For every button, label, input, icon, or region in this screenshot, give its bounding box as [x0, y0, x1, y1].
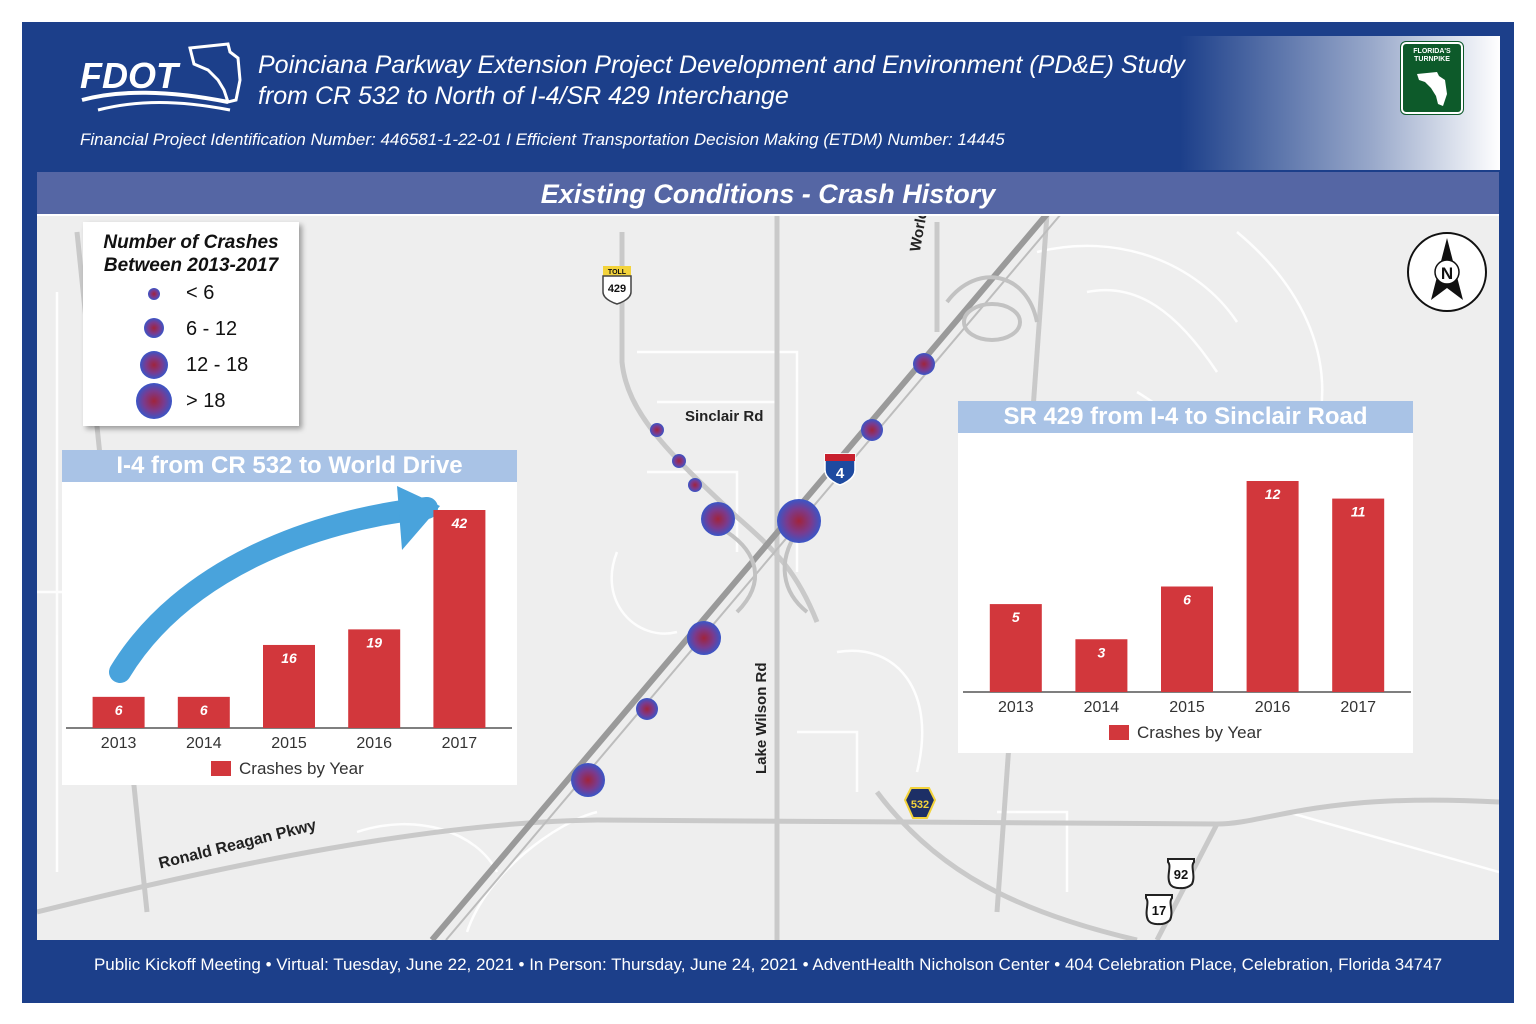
sr429-chart-title: SR 429 from I-4 to Sinclair Road: [958, 401, 1413, 433]
legend-dot-lt6: [148, 288, 160, 300]
data-label-2016: 19: [366, 634, 382, 650]
data-label-2016: 12: [1265, 486, 1281, 502]
sr-429-toll-shield: TOLL 429: [602, 266, 632, 305]
tick-label-2013: 2013: [998, 699, 1034, 716]
tick-label-2017: 2017: [442, 735, 478, 752]
svg-text:532: 532: [911, 799, 929, 811]
tick-label-2015: 2015: [1169, 699, 1205, 716]
data-label-2014: 6: [200, 702, 208, 718]
road-label-lake-wilson: Lake Wilson Rd: [753, 662, 770, 774]
chart-legend-label: Crashes by Year: [239, 759, 364, 778]
sr429-bar-chart: 5 2013 3 2014 6 2015 12 2016 11 2017 Crashes by Ye…: [963, 481, 1411, 742]
title-line-2: from CR 532 to North of I-4/SR 429 Inter…: [258, 82, 789, 110]
bar-2015: [263, 644, 315, 728]
page-title: Poinciana Parkway Extension Project Deve…: [258, 50, 1185, 112]
sr429-crash-chart-panel: SR 429 from I-4 to Sinclair Road 5 2013 3 2…: [958, 401, 1413, 753]
bar-2017: [433, 510, 486, 728]
us-17-shield: 17: [1145, 894, 1173, 926]
crash-dot-large: [701, 502, 735, 536]
interstate-4-shield: 4: [824, 453, 856, 486]
legend-label-lt6: < 6: [186, 282, 215, 304]
legend-label-gt18: > 18: [186, 390, 226, 412]
crash-dot-medium: [861, 419, 883, 441]
north-arrow-icon: N: [1407, 232, 1487, 312]
bar-2016: [348, 629, 401, 728]
tick-label-2013: 2013: [101, 735, 137, 752]
crash-dot-small: [650, 423, 664, 437]
cr-532-shield: 532: [903, 787, 937, 819]
section-title: Existing Conditions - Crash History: [37, 172, 1499, 216]
tick-label-2017: 2017: [1340, 699, 1376, 716]
legend-title: Number of Crashes Between 2013-2017: [103, 232, 279, 276]
bar-2013: [92, 696, 145, 728]
fdot-logo: FDOT: [80, 42, 242, 112]
florida-turnpike-logo: FLORIDA'S TURNPIKE: [1400, 41, 1464, 115]
crash-dot-small: [672, 454, 686, 468]
bar-2015: [1161, 586, 1213, 692]
turnpike-label: FLORIDA'S TURNPIKE: [1413, 48, 1451, 63]
data-label-2017: 42: [451, 515, 468, 531]
crash-dot-small: [688, 478, 702, 492]
trend-arrow-icon: [109, 497, 438, 683]
i4-chart-title: I-4 from CR 532 to World Drive: [62, 450, 517, 482]
i4-crash-chart-panel: I-4 from CR 532 to World Drive 6 2013 6 201…: [62, 450, 517, 785]
svg-text:17: 17: [1152, 903, 1166, 918]
svg-text:4: 4: [836, 465, 845, 482]
trend-arrow-head-icon: [397, 486, 440, 550]
i4-bar-chart: 6 2013 6 2014 16 2015 19 2016 42 2017 Crashes by Y…: [66, 486, 512, 778]
title-line-1: Poinciana Parkway Extension Project Deve…: [258, 51, 1185, 79]
tick-label-2016: 2016: [356, 735, 392, 752]
svg-text:TOLL: TOLL: [608, 269, 627, 276]
bar-2013: [989, 604, 1042, 692]
crash-dot-large: [571, 763, 605, 797]
svg-text:92: 92: [1174, 867, 1188, 882]
legend-swatch: [1109, 725, 1129, 740]
crash-dot-medium: [636, 698, 658, 720]
map-legend: Number of Crashes Between 2013-2017 < 6 …: [83, 222, 299, 426]
crash-dot-large: [687, 621, 721, 655]
data-label-2017: 11: [1351, 504, 1366, 520]
data-label-2013: 6: [115, 702, 123, 718]
bar-2016: [1246, 481, 1299, 692]
legend-dot-gt18: [136, 383, 172, 419]
legend-dot-12-18: [140, 351, 168, 379]
tick-label-2014: 2014: [1084, 699, 1120, 716]
legend-swatch: [211, 761, 231, 776]
tick-label-2016: 2016: [1255, 699, 1291, 716]
data-label-2013: 5: [1012, 609, 1020, 625]
data-label-2015: 16: [281, 650, 297, 666]
footer-meeting-info: Public Kickoff Meeting • Virtual: Tuesda…: [93, 955, 1443, 974]
svg-text:429: 429: [608, 283, 626, 295]
crash-dot-medium: [913, 353, 935, 375]
data-label-2015: 6: [1183, 592, 1191, 608]
legend-label-12-18: 12 - 18: [186, 354, 249, 376]
fdot-logo-text: FDOT: [80, 55, 181, 96]
legend-dot-6-12: [144, 318, 164, 338]
chart-legend-label: Crashes by Year: [1137, 723, 1262, 742]
data-label-2014: 3: [1098, 644, 1106, 660]
bar-2017: [1332, 498, 1385, 692]
tick-label-2015: 2015: [271, 735, 307, 752]
road-label-sinclair: Sinclair Rd: [685, 408, 764, 425]
legend-label-6-12: 6 - 12: [186, 318, 238, 340]
bar-2014: [177, 696, 230, 728]
florida-shape-icon: [1417, 72, 1447, 106]
us-92-shield: 92: [1167, 858, 1195, 890]
project-ids: Financial Project Identification Number:…: [80, 130, 1005, 149]
tick-label-2014: 2014: [186, 735, 222, 752]
crash-dot-xlarge: [777, 499, 821, 543]
svg-text:N: N: [1441, 264, 1453, 283]
bar-2014: [1075, 639, 1128, 692]
